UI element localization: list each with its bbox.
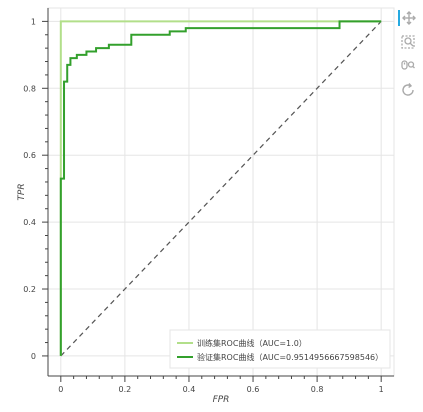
x-tick-label: 0.2	[119, 385, 132, 394]
x-tick-label: 0.6	[247, 385, 260, 394]
chart-toolbar	[398, 8, 418, 104]
plot-background	[48, 8, 394, 376]
y-tick-label: 0.6	[23, 151, 36, 160]
y-tick-label: 0	[31, 352, 36, 361]
legend-label-validation: 验证集ROC曲线（AUC=0.9514956667598546）	[197, 352, 383, 362]
y-tick-label: 0.4	[23, 218, 36, 227]
active-tool-indicator	[398, 10, 400, 26]
ticks: 0 0.2 0.4 0.6 0.8 1 0 0.2 0.4 0.6 0.8 1	[23, 17, 383, 394]
y-axis-title: TPR	[17, 183, 27, 200]
series-line-validation	[59, 20, 382, 356]
legend-box	[169, 329, 391, 369]
x-axis-title: FPR	[213, 395, 230, 405]
legend-label-train: 训练集ROC曲线（AUC=1.0）	[197, 338, 307, 348]
axes	[47, 8, 394, 377]
wheel-zoom-tool-button[interactable]	[398, 56, 418, 76]
pan-tool-button[interactable]	[398, 8, 418, 28]
box-zoom-tool-button[interactable]	[398, 32, 418, 52]
series-layer	[59, 20, 382, 356]
reset-icon	[402, 83, 414, 96]
x-tick-label: 0	[58, 385, 63, 394]
reset-tool-button[interactable]	[398, 80, 418, 100]
y-tick-label: 0.8	[23, 84, 36, 93]
box-zoom-icon	[401, 35, 415, 49]
x-tick-label: 0.4	[183, 385, 196, 394]
legend: 训练集ROC曲线（AUC=1.0） 验证集ROC曲线（AUC=0.9514956…	[169, 329, 391, 369]
x-tick-label: 1	[379, 385, 384, 394]
x-tick-label: 0.8	[311, 385, 324, 394]
move-icon	[402, 11, 416, 25]
wheel-zoom-icon	[401, 60, 415, 70]
y-tick-label: 0.2	[23, 285, 36, 294]
y-tick-label: 1	[31, 17, 36, 26]
